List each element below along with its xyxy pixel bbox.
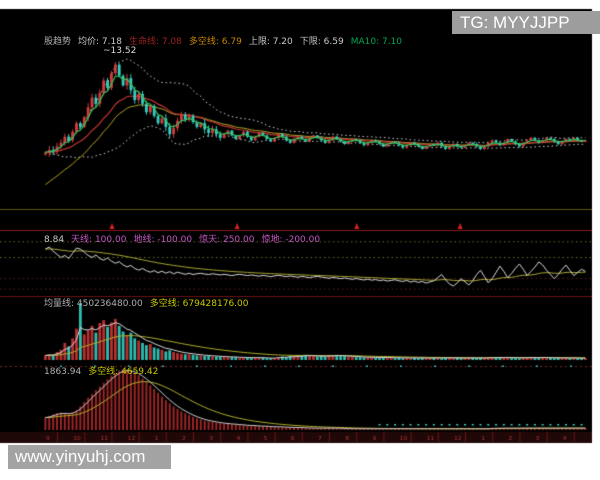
watermark-website-text: www.yinyuhj.com <box>15 447 146 466</box>
indicator-value: MA10: 7.10 <box>350 37 403 47</box>
indicator-value: 上限: 7.20 <box>248 37 293 47</box>
holdings-header: 1863.94 多空线: 4659.42 <box>44 367 165 377</box>
indicator-value: 惊地: -200.00 <box>261 235 321 245</box>
watermark-telegram-banner: TG: MYYJJPP <box>452 11 600 34</box>
indicator-value: 多空线: 679428176.00 <box>149 299 249 309</box>
indicator-value: 惊天: 250.00 <box>199 235 255 245</box>
main-indicator-header: 股趋势 均价: 7.18 生命线: 7.08 多空线: 6.79 上限: 7.20 下限:… <box>44 37 409 47</box>
indicator-value: 生命线: 7.08 <box>128 37 182 47</box>
indicator-value: 地线: -100.00 <box>133 235 193 245</box>
oscillator-header: 8.84 天线: 100.00 地线: -100.00 惊天: 250.00 惊地: -… <box>44 235 327 245</box>
indicator-value: 多空线: 6.79 <box>188 37 242 47</box>
watermark-website-banner: www.yinyuhj.com <box>8 445 171 469</box>
indicator-value: 股趋势 <box>44 37 72 47</box>
indicator-value: 均量线: 450236480.00 <box>44 299 143 309</box>
peak-price-label: ~13.52 <box>103 46 137 56</box>
indicator-value: 均价: 7.18 <box>78 37 122 47</box>
indicator-value: 天线: 100.00 <box>71 235 127 245</box>
indicator-value: 多空线: 4659.42 <box>88 367 159 377</box>
indicator-value: 8.84 <box>44 235 65 245</box>
indicator-value: 下限: 6.59 <box>299 37 344 47</box>
volume-header: 均量线: 450236480.00 多空线: 679428176.00 <box>44 299 256 309</box>
indicator-value: 1863.94 <box>44 367 82 377</box>
watermark-telegram-text: TG: MYYJJPP <box>460 13 570 32</box>
